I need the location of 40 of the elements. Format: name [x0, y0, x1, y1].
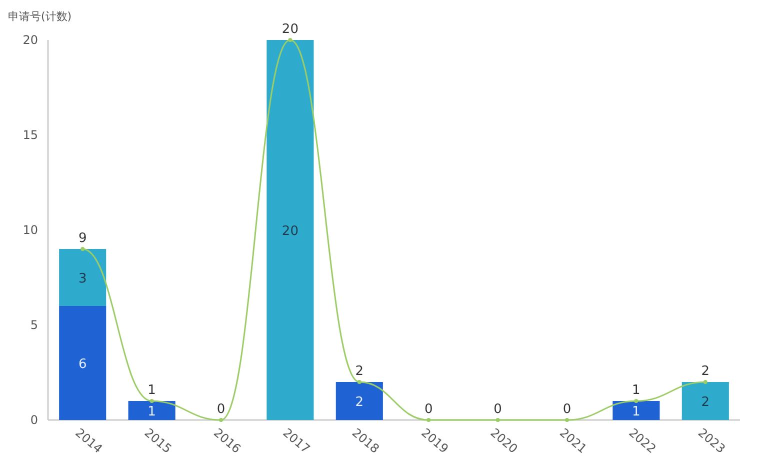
- point: [288, 38, 292, 42]
- bar: [612, 401, 660, 420]
- point: [219, 418, 223, 422]
- bar: [59, 249, 106, 306]
- data-label: 2: [355, 364, 364, 379]
- y-tick-label: 10: [22, 223, 38, 237]
- point: [703, 380, 708, 384]
- bar: [266, 40, 314, 420]
- y-axis-title: 申请号(计数): [8, 10, 72, 23]
- point: [357, 380, 362, 384]
- y-tick-label: 15: [22, 128, 38, 142]
- data-label: 0: [216, 402, 226, 417]
- data-label: 0: [424, 402, 433, 417]
- point: [634, 399, 638, 403]
- data-label: 0: [562, 402, 572, 417]
- bar: [336, 382, 383, 420]
- data-label: 0: [494, 402, 502, 417]
- point: [80, 247, 85, 251]
- data-label: 2: [701, 364, 710, 379]
- data-label: 1: [632, 404, 640, 420]
- y-tick-label: 5: [30, 318, 38, 332]
- data-label: 6: [78, 357, 87, 372]
- data-label: 2: [355, 395, 364, 410]
- data-label: 1: [632, 383, 640, 398]
- point: [496, 418, 500, 422]
- data-label: 1: [148, 383, 156, 398]
- bar: [59, 306, 106, 420]
- data-label: 20: [282, 22, 298, 37]
- bar: [682, 382, 729, 420]
- point: [426, 418, 431, 422]
- data-label: 1: [148, 404, 156, 420]
- bar: [128, 401, 176, 420]
- y-tick-label: 0: [30, 413, 38, 427]
- y-tick-label: 20: [22, 33, 38, 47]
- data-label: 2: [701, 395, 710, 410]
- point: [150, 399, 154, 403]
- point: [565, 418, 569, 422]
- data-label: 9: [78, 231, 87, 246]
- data-label: 3: [78, 272, 87, 286]
- data-label: 20: [282, 224, 298, 239]
